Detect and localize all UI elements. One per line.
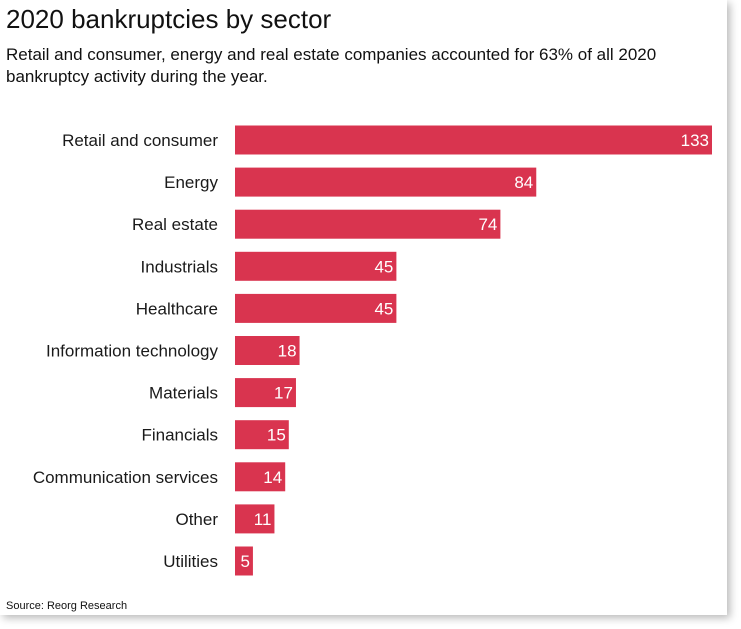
chart-subtitle: Retail and consumer, energy and real est… xyxy=(6,45,657,86)
value-label-other: 11 xyxy=(254,510,272,529)
bar-retail-and-consumer xyxy=(235,125,712,155)
value-label-retail-and-consumer: 133 xyxy=(681,131,709,150)
bar-real-estate xyxy=(235,209,501,239)
category-label-industrials: Industrials xyxy=(141,257,218,276)
bar-communication-services xyxy=(235,462,286,492)
category-label-retail-and-consumer: Retail and consumer xyxy=(62,131,218,150)
category-label-materials: Materials xyxy=(149,384,218,403)
value-label-real-estate: 74 xyxy=(478,215,497,234)
category-label-information-technology: Information technology xyxy=(46,342,218,361)
chart-title: 2020 bankruptcies by sector xyxy=(6,4,332,34)
category-label-other: Other xyxy=(175,510,218,529)
bar-chart: Retail and consumer 133 Energy 84 Real estat… xyxy=(33,125,712,576)
value-label-communication-services: 14 xyxy=(263,468,282,487)
value-label-information-technology: 18 xyxy=(278,342,297,361)
chart-card: 2020 bankruptcies by sector Retail and c… xyxy=(6,4,712,612)
category-label-energy: Energy xyxy=(164,173,218,192)
category-label-utilities: Utilities xyxy=(163,552,218,571)
bar-healthcare xyxy=(235,293,397,323)
category-label-healthcare: Healthcare xyxy=(136,299,218,318)
category-label-financials: Financials xyxy=(141,426,218,445)
bar-industrials xyxy=(235,251,397,281)
bar-utilities xyxy=(235,546,253,576)
value-label-energy: 84 xyxy=(514,173,533,192)
value-label-materials: 17 xyxy=(274,384,293,403)
source-note: Source: Reorg Research xyxy=(6,600,128,612)
category-label-real-estate: Real estate xyxy=(132,215,218,234)
value-label-industrials: 45 xyxy=(374,257,393,276)
bar-materials xyxy=(235,378,296,408)
bar-financials xyxy=(235,420,289,450)
value-label-financials: 15 xyxy=(267,426,286,445)
value-label-utilities: 5 xyxy=(240,552,249,571)
value-label-healthcare: 45 xyxy=(374,299,393,318)
bar-information-technology xyxy=(235,336,300,365)
bar-other xyxy=(235,504,275,534)
bar-energy xyxy=(235,167,537,197)
category-label-communication-services: Communication services xyxy=(33,468,218,487)
